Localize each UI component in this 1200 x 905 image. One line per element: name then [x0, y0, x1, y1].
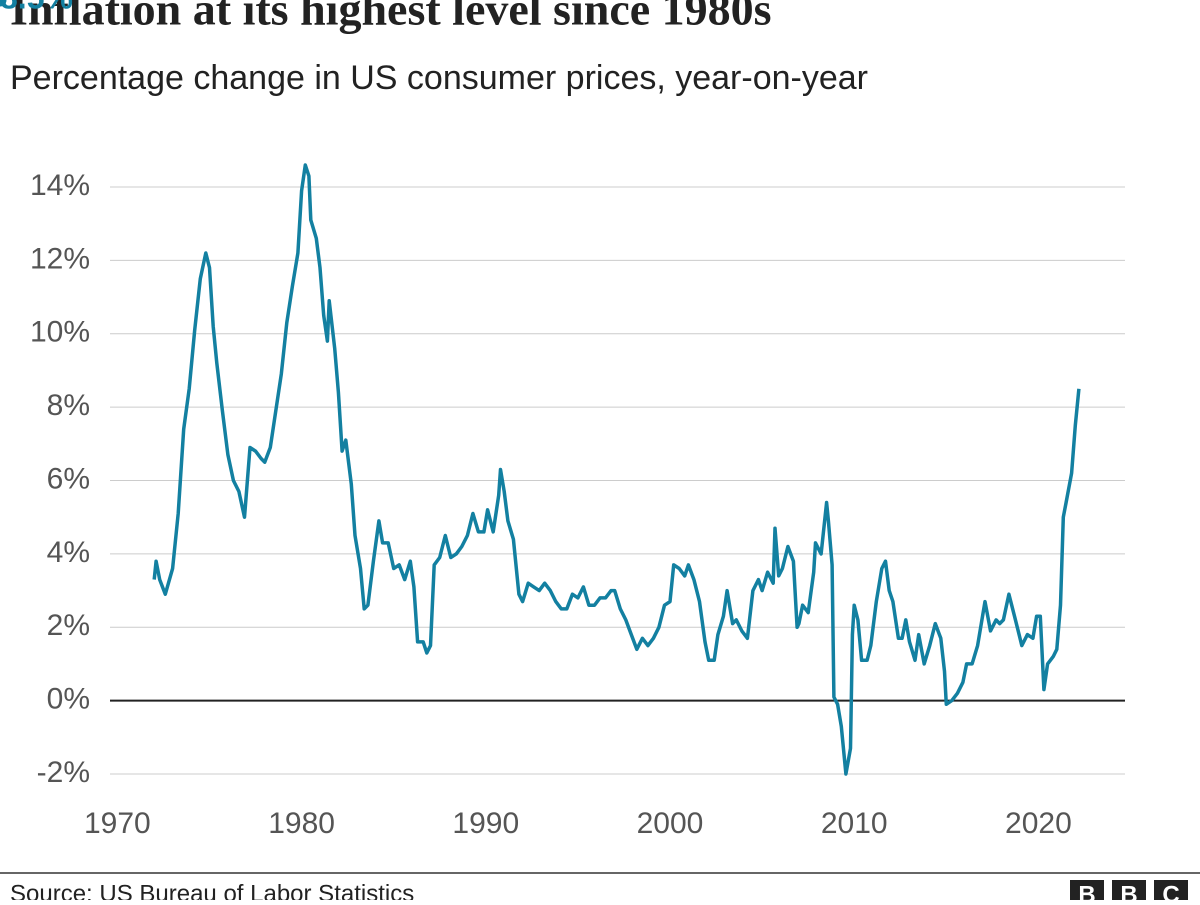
logo-letter: B — [1078, 881, 1095, 900]
x-tick-label: 1970 — [84, 807, 151, 840]
y-tick-label: 14% — [30, 169, 90, 202]
data-line — [152, 163, 1081, 776]
y-tick-label: 4% — [47, 536, 90, 569]
y-tick-label: 12% — [30, 242, 90, 275]
x-tick-label: 2020 — [1005, 807, 1072, 840]
x-tick-label: 2000 — [637, 807, 704, 840]
y-tick-label: 6% — [47, 462, 90, 495]
y-tick-label: 0% — [47, 683, 90, 716]
y-tick-label: 8% — [47, 389, 90, 422]
logo: B B C — [1070, 880, 1188, 905]
y-tick-label: 2% — [47, 609, 90, 642]
x-tick-label: 1980 — [268, 807, 335, 840]
x-tick-label: 2010 — [821, 807, 888, 840]
logo-letter: C — [1162, 881, 1179, 900]
logo-letter: B — [1120, 881, 1137, 900]
end-point — [0, 0, 7, 7]
x-tick-label: 1990 — [452, 807, 519, 840]
data-label: 8.5% — [0, 0, 73, 15]
y-tick-label: -2% — [37, 756, 90, 789]
source: Source: US Bureau of Labor Statistics — [10, 880, 414, 900]
y-tick-label: 10% — [30, 316, 90, 349]
chart-subtitle: Percentage change in US consumer prices,… — [10, 59, 868, 97]
chart-title: Inflation at its highest level since 198… — [10, 0, 772, 35]
